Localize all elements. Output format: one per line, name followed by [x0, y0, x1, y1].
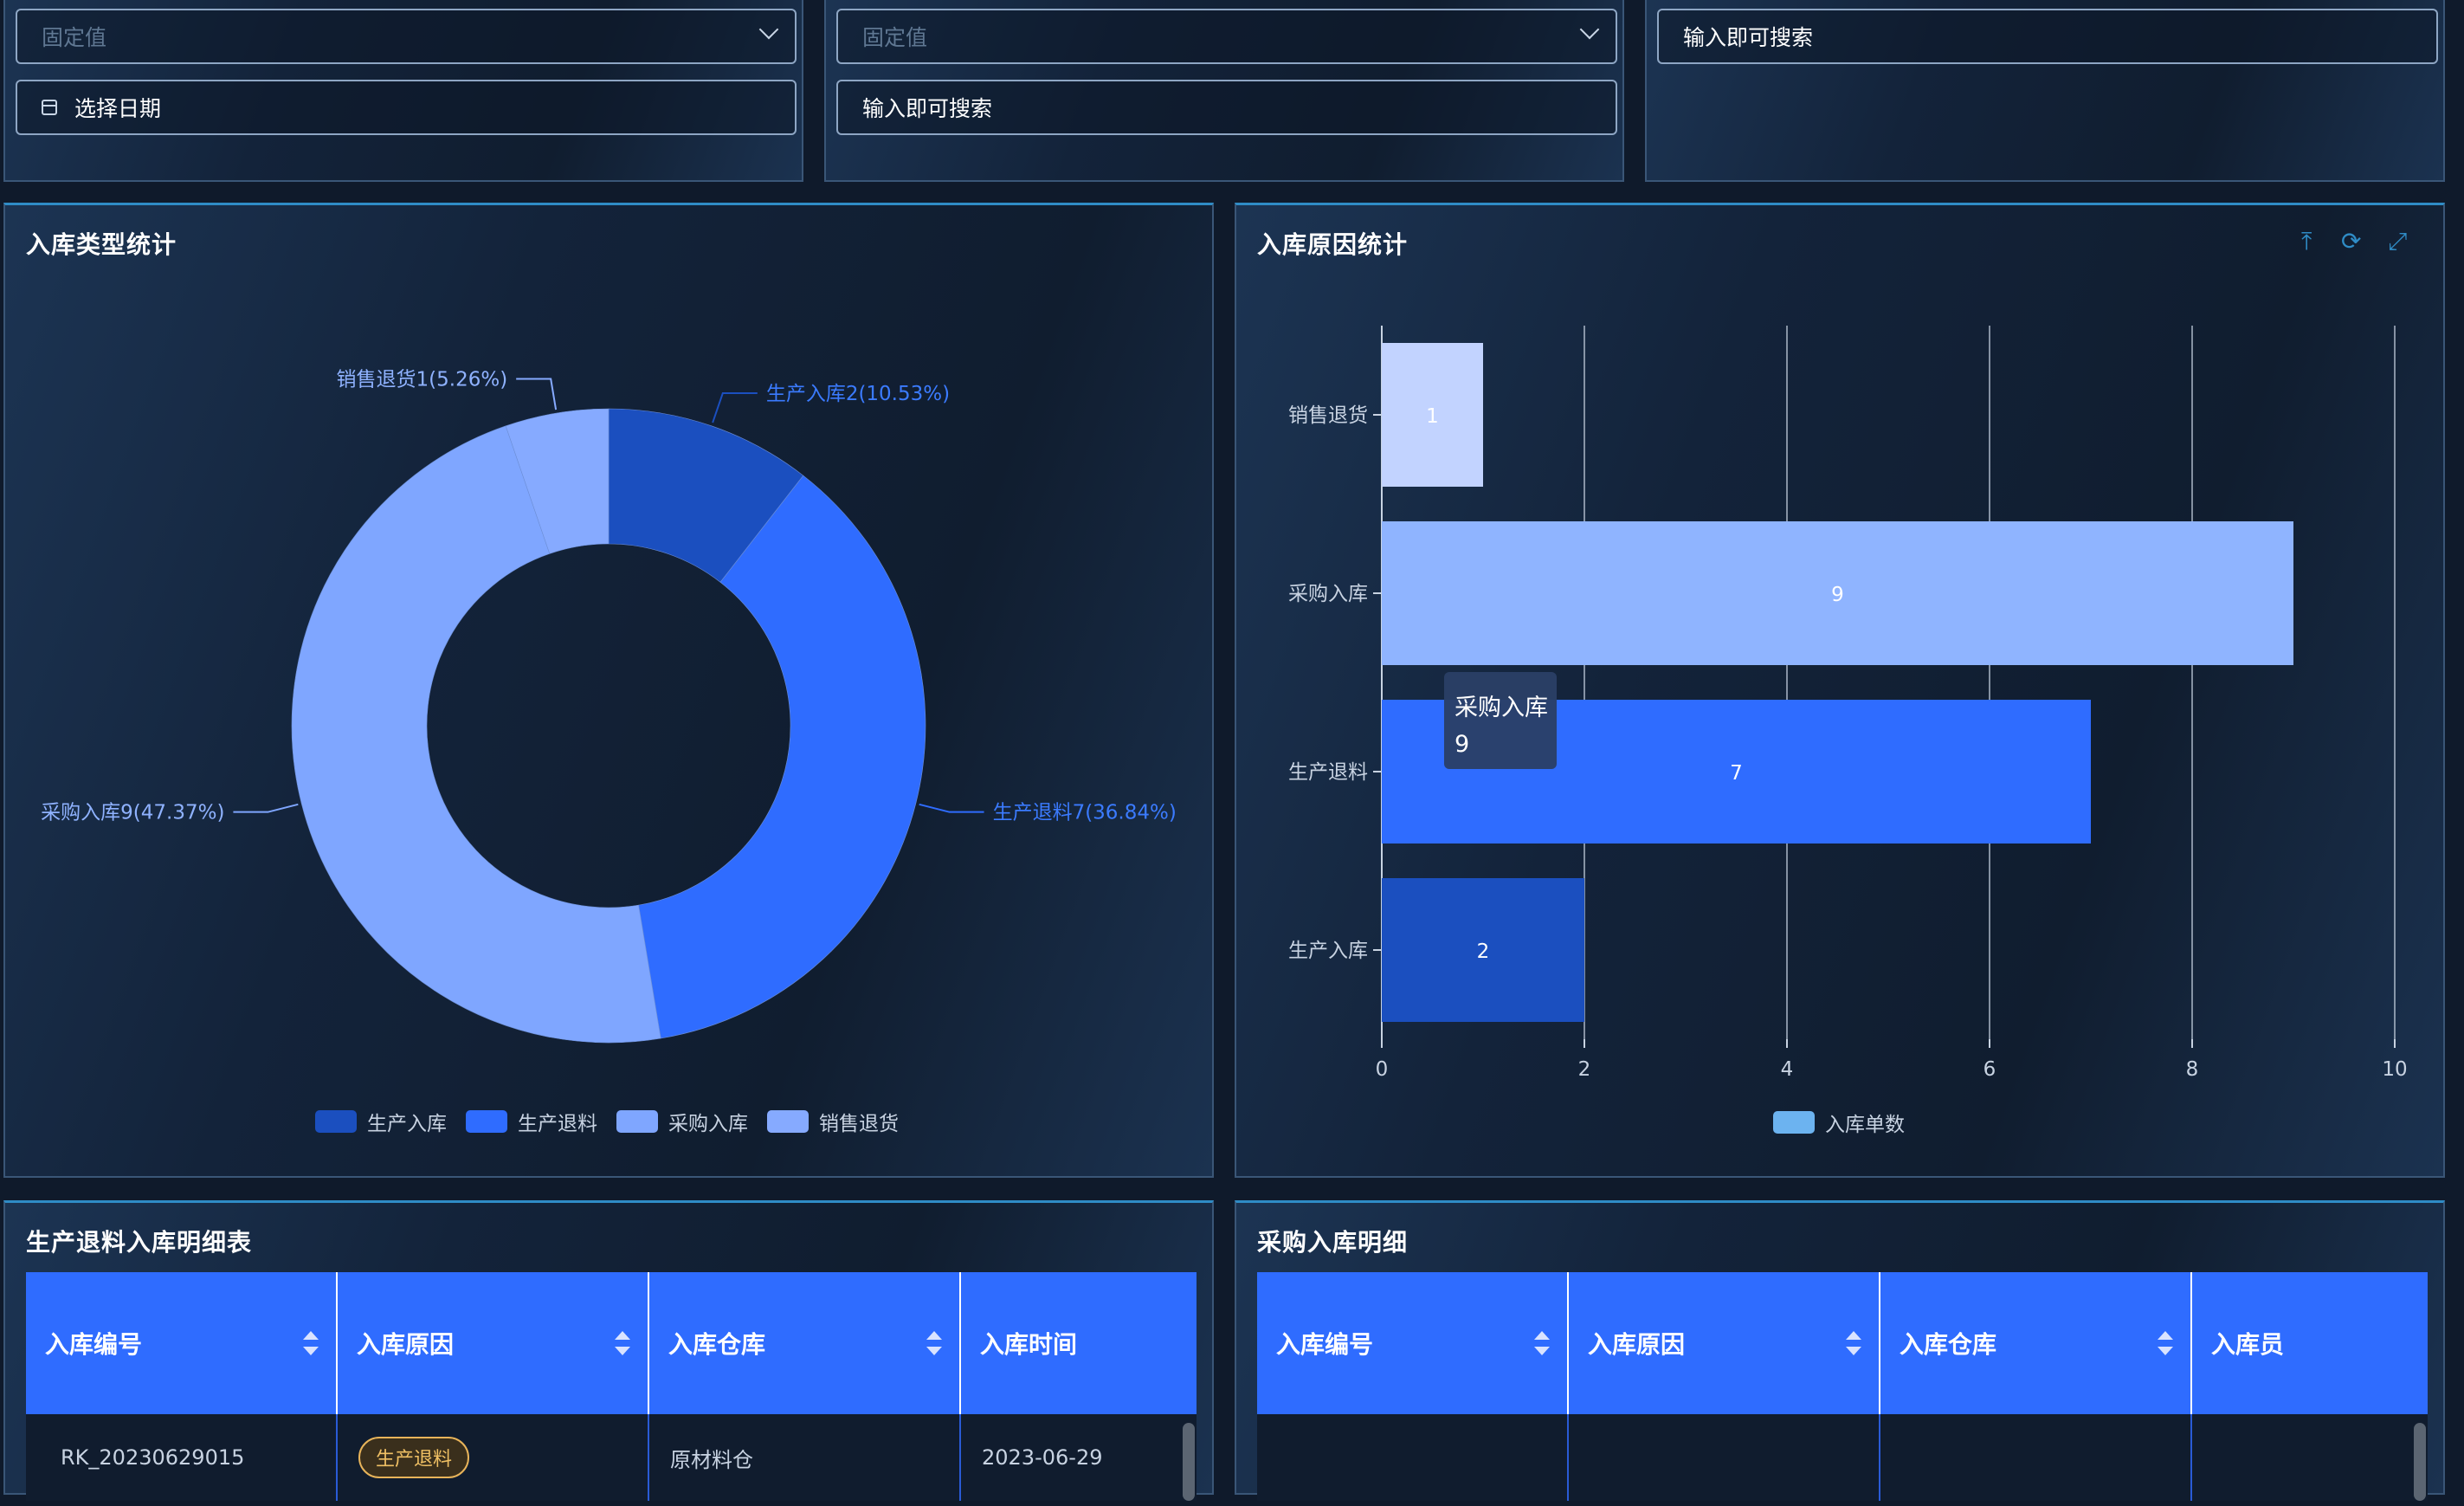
purchase-detail-table: 入库编号 入库原因 入库仓库 入库员 — [1257, 1272, 2428, 1506]
bar — [1382, 343, 1483, 487]
upload-icon[interactable]: ⤒ — [2301, 227, 2312, 255]
category-label: 销售退货 — [1288, 404, 1368, 427]
table-header: 入库编号 入库原因 入库仓库 入库员 — [1257, 1272, 2428, 1414]
pie-slice — [638, 475, 926, 1039]
slice-label: 生产入库2(10.53%) — [766, 383, 950, 405]
bar — [1382, 878, 1584, 1022]
sort-icon[interactable] — [2158, 1331, 2173, 1355]
table2-panel: 采购入库明细 入库编号 入库原因 入库仓库 入库员 — [1235, 1200, 2445, 1501]
column-header[interactable]: 入库仓库 — [1880, 1272, 2192, 1414]
table-header: 入库编号 入库原因 入库仓库 入库时间 — [26, 1272, 1197, 1414]
legend-swatch — [767, 1110, 809, 1133]
status-badge: 生产退料 — [358, 1437, 470, 1478]
legend-label: 生产入库 — [367, 1113, 447, 1135]
refresh-icon[interactable]: ⟳ — [2341, 227, 2362, 255]
column-header[interactable]: 入库仓库 — [649, 1272, 961, 1414]
tick-label: 10 — [2382, 1058, 2407, 1081]
return-detail-table: 入库编号 入库原因 入库仓库 入库时间 RK_20230629015 生产退料 … — [26, 1272, 1197, 1506]
fullscreen-icon[interactable]: ⤢ — [2388, 227, 2408, 255]
sort-icon[interactable] — [615, 1331, 630, 1355]
category-label: 采购入库 — [1288, 583, 1368, 605]
legend-swatch — [1773, 1111, 1815, 1134]
chart-tooltip: 采购入库 9 — [1444, 672, 1557, 769]
slice-label: 销售退货1(5.26%) — [337, 369, 508, 391]
tick-label: 4 — [1781, 1058, 1794, 1081]
select-placeholder: 固定值 — [42, 25, 107, 50]
cell-empty — [1257, 1414, 1569, 1501]
table-row — [1257, 1414, 2428, 1501]
date-picker[interactable]: 选择日期 — [16, 80, 797, 135]
category-label: 生产退料 — [1288, 761, 1368, 784]
data-label: 7 — [1730, 762, 1743, 785]
tick-label: 2 — [1578, 1058, 1591, 1081]
search-input-text-2: 输入即可搜索 — [1683, 25, 1814, 50]
cell-warehouse: 原材料仓 — [649, 1414, 961, 1501]
cell-empty — [2192, 1414, 2428, 1501]
label-line — [712, 391, 758, 423]
legend-label: 生产退料 — [518, 1113, 597, 1135]
label-line — [516, 378, 558, 410]
fixed-value-select[interactable]: 固定值 — [16, 9, 797, 64]
bar — [1382, 521, 2293, 665]
column-header[interactable]: 入库原因 — [1569, 1272, 1880, 1414]
tick-label: 8 — [2186, 1058, 2199, 1081]
data-label: 1 — [1426, 405, 1439, 428]
filter-panel-3: 输入即可搜索 — [1645, 0, 2445, 182]
panel-title: 入库原因统计 — [1257, 230, 1409, 259]
fixed-value-select-2[interactable]: 固定值 — [836, 9, 1617, 64]
column-header[interactable]: 入库员 — [2211, 1330, 2285, 1359]
table-row[interactable]: RK_20230629015 生产退料 原材料仓 2023-06-29 — [26, 1414, 1197, 1501]
search-input[interactable]: 输入即可搜索 — [836, 80, 1617, 135]
tooltip-label: 采购入库 — [1455, 695, 1548, 721]
table1-panel: 生产退料入库明细表 入库编号 入库原因 入库仓库 入库时间 RK_2023062… — [3, 1200, 1214, 1501]
legend-label: 销售退货 — [819, 1113, 899, 1135]
date-placeholder: 选择日期 — [74, 96, 162, 121]
search-input-text: 输入即可搜索 — [862, 96, 993, 121]
scrollbar[interactable] — [1183, 1423, 1195, 1501]
sort-icon[interactable] — [1534, 1331, 1550, 1355]
legend-swatch — [315, 1110, 357, 1133]
scrollbar[interactable] — [2414, 1423, 2426, 1501]
panel-title: 入库类型统计 — [26, 230, 177, 259]
sort-icon[interactable] — [1846, 1331, 1861, 1355]
tick-label: 6 — [1983, 1058, 1996, 1081]
tooltip-value: 9 — [1455, 731, 1469, 758]
slice-label: 采购入库9(47.37%) — [41, 802, 224, 824]
column-header[interactable]: 入库编号 — [1257, 1272, 1569, 1414]
cell-empty — [1880, 1414, 2192, 1501]
legend-swatch — [616, 1110, 658, 1133]
column-header[interactable]: 入库原因 — [338, 1272, 649, 1414]
tick-label: 0 — [1376, 1058, 1389, 1081]
filter-panel-2: 固定值 输入即可搜索 — [824, 0, 1624, 182]
label-line — [919, 803, 984, 813]
sort-icon[interactable] — [303, 1331, 319, 1355]
pie-slice — [291, 425, 661, 1044]
select-placeholder-2: 固定值 — [862, 25, 928, 50]
panel-title: 采购入库明细 — [1257, 1228, 1409, 1257]
cell-id: RK_20230629015 — [26, 1414, 338, 1501]
filter-panel-1: 固定值 选择日期 — [3, 0, 803, 182]
pie-slice — [505, 408, 610, 554]
sort-icon[interactable] — [926, 1331, 942, 1355]
label-line — [233, 803, 299, 813]
cell-empty — [1569, 1414, 1880, 1501]
calendar-icon — [42, 100, 57, 115]
slice-label: 生产退料7(36.84%) — [993, 802, 1177, 824]
column-header[interactable]: 入库编号 — [26, 1272, 338, 1414]
cell-time: 2023-06-29 — [982, 1445, 1103, 1470]
column-header[interactable]: 入库时间 — [980, 1330, 1078, 1359]
category-label: 生产入库 — [1288, 940, 1368, 962]
data-label: 2 — [1477, 940, 1490, 963]
tooltip-box — [1444, 672, 1557, 769]
search-input-2[interactable]: 输入即可搜索 — [1657, 9, 2438, 64]
legend-label: 采购入库 — [668, 1113, 748, 1135]
legend-swatch — [466, 1110, 507, 1133]
legend-label: 入库单数 — [1825, 1114, 1905, 1136]
data-label: 9 — [1831, 584, 1844, 606]
panel-title: 生产退料入库明细表 — [26, 1228, 253, 1257]
cell-reason: 生产退料 — [338, 1414, 649, 1501]
